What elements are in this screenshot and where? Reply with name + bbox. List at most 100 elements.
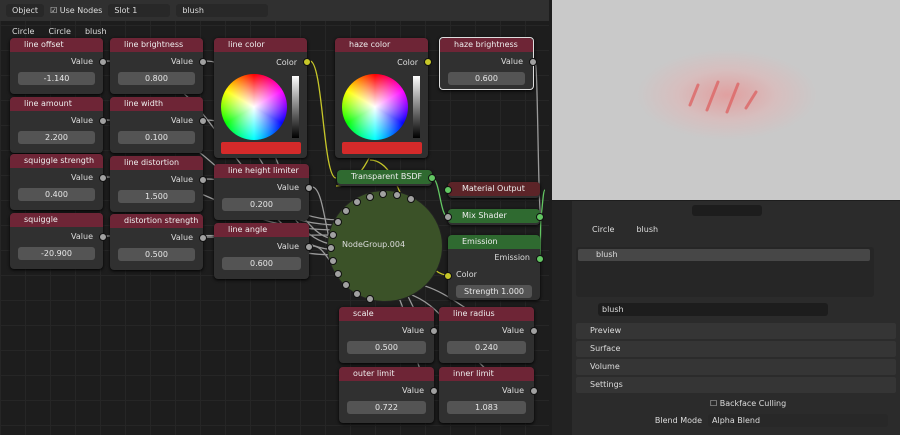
value-field[interactable]: -20.900 [18, 247, 95, 260]
socket [365, 295, 374, 304]
color-wheel[interactable] [221, 74, 287, 140]
socket [342, 280, 351, 289]
value-node[interactable]: inner limit Value 1.083 [439, 367, 538, 423]
value-node[interactable]: line angle Value 0.600 [214, 223, 313, 279]
shader-node[interactable]: Transparent BSDF [337, 170, 436, 186]
value-slider[interactable] [292, 76, 299, 138]
crumb: blush [636, 225, 659, 234]
value-field[interactable]: 0.600 [448, 72, 525, 85]
slot-menu[interactable]: Slot 1 [108, 4, 171, 17]
value-field[interactable]: 2.200 [18, 131, 95, 144]
value-field[interactable]: 0.800 [118, 72, 195, 85]
wire [539, 216, 542, 257]
panel-header[interactable]: Surface [576, 341, 896, 357]
socket [444, 213, 452, 221]
value-node[interactable]: scale Value 0.500 [339, 307, 438, 363]
socket [444, 272, 452, 280]
value-field[interactable]: 0.500 [347, 341, 426, 354]
wire [534, 61, 542, 216]
value-slider[interactable] [413, 76, 420, 138]
value-field[interactable]: 1.083 [447, 401, 526, 414]
value-node[interactable]: line amount Value 2.200 [10, 97, 107, 153]
socket [536, 255, 544, 263]
editor-header: Object ☑ Use Nodes Slot 1 blush [0, 0, 549, 21]
value-field[interactable]: 1.500 [118, 190, 195, 203]
wire [431, 177, 449, 218]
socket-label: Color [276, 58, 297, 67]
node-title: Mix Shader [448, 209, 540, 223]
shader-node[interactable]: Mix Shader [444, 209, 544, 225]
viewport [552, 0, 900, 200]
socket-label: Value [171, 233, 193, 242]
value-field[interactable]: 0.200 [222, 198, 301, 211]
shader-node[interactable]: Emission Emission Color Strength 1.000 [444, 235, 544, 300]
panel-header[interactable]: Preview [576, 323, 896, 339]
value-node[interactable]: squiggle strength Value 0.400 [10, 154, 107, 210]
properties-editor: Circle blush blush blush Preview Surface… [552, 201, 900, 435]
socket-label: Value [71, 57, 93, 66]
mode-menu[interactable]: Object [6, 4, 45, 17]
value-node[interactable]: line width Value 0.100 [110, 97, 207, 153]
wire [309, 60, 337, 179]
node-title: Emission [448, 235, 540, 249]
material-field[interactable]: blush [176, 4, 269, 17]
socket [530, 387, 538, 395]
strength-field[interactable]: Strength 1.000 [456, 285, 532, 298]
socket [199, 234, 207, 242]
socket [352, 289, 361, 298]
socket-label: Color [397, 58, 418, 67]
value-node[interactable]: haze brightness Value 0.600 [439, 37, 537, 90]
value-field[interactable]: 0.722 [347, 401, 426, 414]
socket-label: Emission [494, 253, 530, 262]
value-node[interactable]: distortion strength Value 0.500 [110, 214, 207, 270]
socket [333, 217, 342, 226]
node-title: scale [339, 307, 434, 321]
value-node[interactable]: line brightness Value 0.800 [110, 38, 207, 94]
value-field[interactable]: -1.140 [18, 72, 95, 85]
socket [352, 198, 361, 207]
socket-label: Value [502, 326, 524, 335]
value-field[interactable]: 0.400 [18, 188, 95, 201]
color-swatch[interactable] [342, 142, 422, 154]
material-name[interactable]: blush [598, 303, 828, 316]
value-field[interactable]: 0.600 [222, 257, 301, 270]
value-field[interactable]: 0.240 [447, 341, 526, 354]
socket [428, 174, 436, 182]
node-title: line color [214, 38, 307, 52]
value-node[interactable]: outer limit Value 0.722 [339, 367, 438, 423]
value-node[interactable]: line radius Value 0.240 [439, 307, 538, 363]
socket [379, 190, 388, 199]
use-nodes[interactable]: ☑ Use Nodes [50, 6, 103, 15]
socket-label: Value [502, 386, 524, 395]
node-group[interactable]: NodeGroup.004 [327, 190, 443, 304]
crumb: Circle [12, 27, 35, 36]
value-node[interactable]: line offset Value -1.140 [10, 38, 107, 94]
panel-header[interactable]: Volume [576, 359, 896, 375]
color-node[interactable]: haze color Color [335, 38, 432, 158]
socket [305, 243, 313, 251]
panel-header[interactable]: Settings [576, 377, 896, 393]
output-node[interactable]: Material Output [444, 182, 540, 198]
node-title: squiggle strength [10, 154, 103, 168]
color-node[interactable]: line color Color [214, 38, 311, 158]
blend-mode-menu[interactable]: Alpha Blend [708, 414, 888, 427]
socket-label: Value [171, 57, 193, 66]
color-wheel[interactable] [342, 74, 408, 140]
checkbox-label: Backface Culling [719, 399, 787, 408]
socket-label: Value [277, 183, 299, 192]
value-field[interactable]: 0.500 [118, 248, 195, 261]
value-node[interactable]: line height limiter Value 0.200 [214, 164, 313, 220]
value-node[interactable]: line distortion Value 1.500 [110, 156, 207, 212]
socket [406, 195, 415, 204]
crumb: Circle [592, 225, 615, 234]
backface-culling[interactable]: ☐ Backface Culling [710, 399, 787, 408]
socket-label: Value [402, 326, 424, 335]
value-node[interactable]: squiggle Value -20.900 [10, 213, 107, 269]
color-swatch[interactable] [221, 142, 301, 154]
search[interactable] [692, 205, 762, 216]
slot-item[interactable]: blush [578, 249, 870, 261]
value-field[interactable]: 0.100 [118, 131, 195, 144]
node-title: squiggle [10, 213, 103, 227]
node-title: line brightness [110, 38, 203, 52]
